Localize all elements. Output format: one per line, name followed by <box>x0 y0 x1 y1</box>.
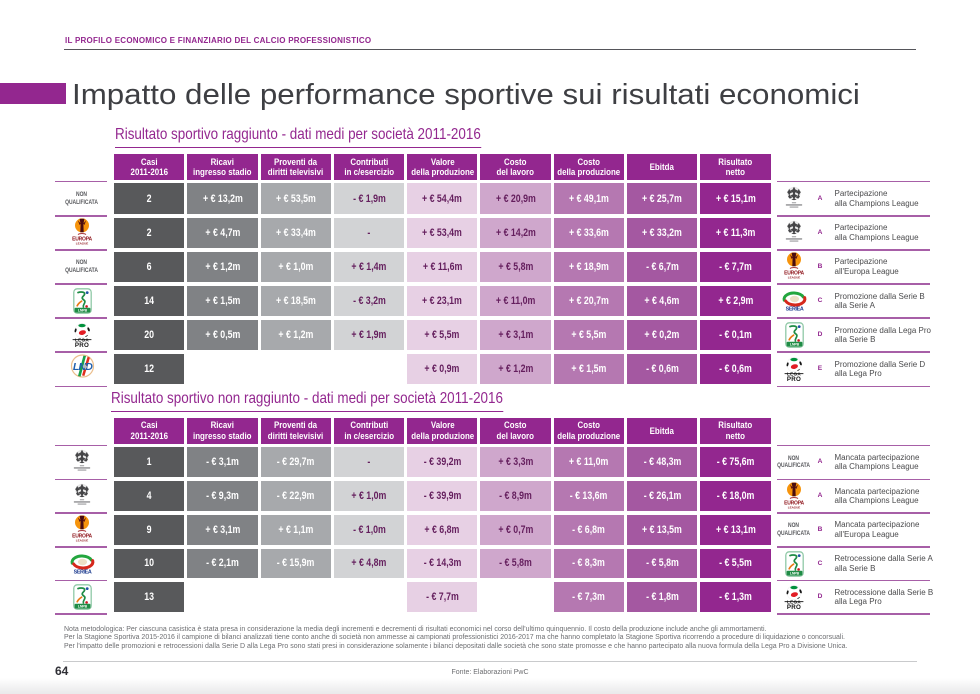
svg-text:LEAGUE: LEAGUE <box>788 276 801 280</box>
svg-text:LEGA: LEGA <box>75 337 89 342</box>
svg-text:PRO: PRO <box>75 342 89 348</box>
svg-text:LNPB: LNPB <box>77 309 87 313</box>
svg-text:EUROPA: EUROPA <box>72 534 92 540</box>
svg-text:SERIEA: SERIEA <box>785 307 803 312</box>
svg-text:LNPB: LNPB <box>789 343 799 347</box>
svg-text:SERIEA: SERIEA <box>73 569 91 574</box>
svg-text:PRO: PRO <box>787 604 801 610</box>
svg-text:PRO: PRO <box>787 376 801 382</box>
svg-text:LEGA: LEGA <box>787 371 801 376</box>
svg-text:EUROPA: EUROPA <box>784 500 804 506</box>
svg-text:LNPB: LNPB <box>77 605 87 609</box>
svg-text:LNPB: LNPB <box>789 571 799 575</box>
svg-text:EUROPA: EUROPA <box>72 237 92 243</box>
svg-text:LEAGUE: LEAGUE <box>76 539 89 543</box>
svg-text:EUROPA: EUROPA <box>784 271 804 277</box>
svg-text:LEAGUE: LEAGUE <box>76 242 89 246</box>
svg-text:LEAGUE: LEAGUE <box>788 505 801 509</box>
